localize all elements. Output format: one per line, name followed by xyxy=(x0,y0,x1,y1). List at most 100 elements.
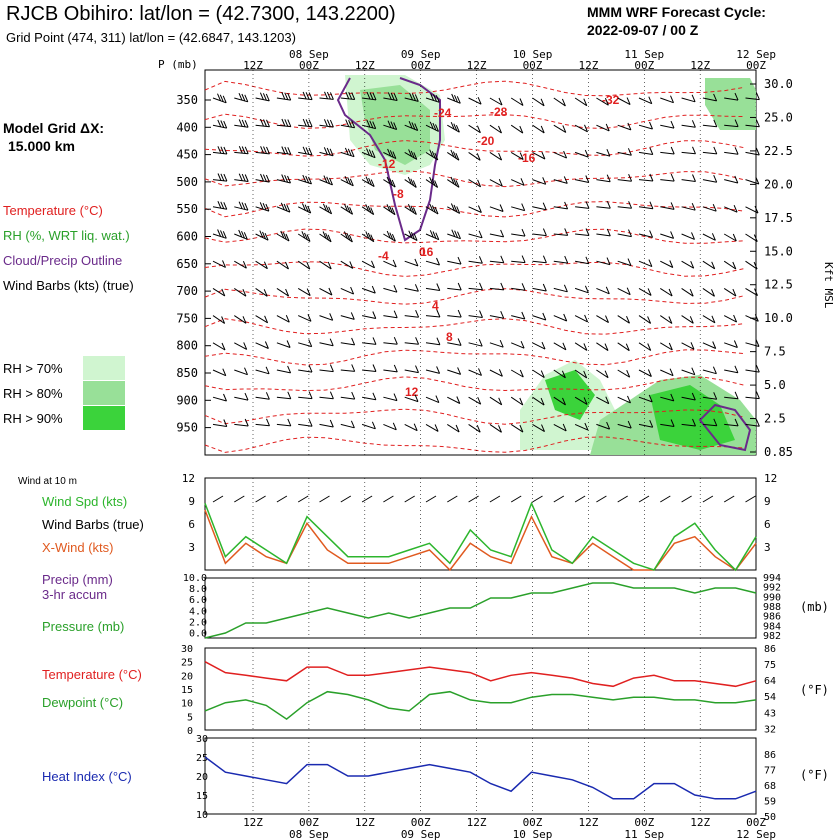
wind-barb xyxy=(447,315,462,318)
wind-barb xyxy=(340,97,355,100)
wind-barb-flag xyxy=(432,231,437,239)
wind-barb xyxy=(489,124,502,134)
wind-barb-flag xyxy=(456,396,461,404)
wind-barb-flag xyxy=(387,92,392,100)
legend-rh70-swatch xyxy=(83,356,125,380)
wind-barb-flag xyxy=(344,147,349,156)
wind-barb xyxy=(276,97,291,101)
wind-barb xyxy=(489,233,504,238)
wind-barb xyxy=(447,233,461,240)
wind-barb-flag xyxy=(431,151,436,159)
wind-barb-flag xyxy=(604,370,609,378)
legend-precip: Precip (mm) xyxy=(42,572,113,587)
wind-barb-flag xyxy=(264,341,269,349)
wind-barb xyxy=(532,396,545,406)
wind-barb xyxy=(660,260,674,268)
wind-barb xyxy=(638,179,653,182)
wind-barb-flag xyxy=(372,92,377,101)
wind-barb-flag xyxy=(221,288,226,297)
wind-barb-flag xyxy=(389,232,394,240)
wind-barb-flag xyxy=(221,316,226,324)
wind-barb xyxy=(234,233,248,240)
wind-barb xyxy=(681,342,695,350)
wind-barb-flag xyxy=(689,316,694,324)
wind-barb-flag xyxy=(713,418,718,426)
wind-barb-flag xyxy=(712,204,717,212)
wind-barb xyxy=(681,396,696,401)
wind-barb-flag xyxy=(628,174,633,182)
temperature-contour-label: -32 xyxy=(602,93,620,107)
wind-barb-flag xyxy=(243,342,248,350)
wind-barb-flag xyxy=(348,234,353,243)
page-title: RJCB Obihiro: lat/lon = (42.7300, 143.22… xyxy=(6,3,396,25)
wind-barb xyxy=(575,206,590,209)
wind-barb-flag xyxy=(283,203,288,212)
wind10m-panel xyxy=(204,477,757,571)
wind-barb xyxy=(297,315,312,322)
wind-barb xyxy=(255,233,269,241)
wind-barb-flag xyxy=(285,261,289,270)
wind-barb-flag xyxy=(287,365,292,374)
wind-barb-flag xyxy=(628,229,632,237)
wind-barb-flag xyxy=(670,231,675,239)
temperature-contour-line xyxy=(204,288,746,305)
wind-barb-flag xyxy=(456,96,461,104)
wind-barb-flag xyxy=(564,201,569,210)
wind-barb xyxy=(532,369,545,379)
wind-barb xyxy=(702,206,717,212)
temperature-contour-label: -28 xyxy=(490,105,508,119)
height-tick-label: 22.5 xyxy=(764,144,793,158)
wind-barb-flag xyxy=(734,365,739,373)
pressure-series xyxy=(204,582,757,639)
wind-barb-flag xyxy=(328,206,333,214)
wind-barb-flag xyxy=(326,147,331,156)
wind-barb-flag xyxy=(371,260,375,268)
wind-barb xyxy=(404,342,419,345)
wind-barb-flag xyxy=(606,257,611,265)
wind-barb xyxy=(447,423,460,433)
wind-barb-flag xyxy=(238,146,243,154)
wind-barb xyxy=(404,423,418,432)
wind-barb xyxy=(553,124,567,133)
wind-barb xyxy=(745,260,758,270)
wind-barb-flag xyxy=(281,118,286,127)
wind-barb-flag xyxy=(500,255,505,263)
wind-barb xyxy=(404,124,418,131)
wind10m-barbs xyxy=(212,495,756,503)
wind-barb-flag xyxy=(220,201,225,209)
wind-barb-flag xyxy=(542,255,547,263)
wind-barb-flag xyxy=(326,91,331,100)
wind-barb-flag xyxy=(365,231,370,239)
wind-barb-flag xyxy=(244,203,249,211)
wind-barb xyxy=(298,342,312,348)
wind-barb xyxy=(425,124,439,132)
wind-barb xyxy=(383,206,396,216)
wind-barb-flag xyxy=(521,228,526,237)
wind-barb xyxy=(383,423,397,431)
wind-barb-flag xyxy=(349,261,354,269)
wind-barb-flag xyxy=(626,97,631,105)
wind10m-barb xyxy=(510,495,522,503)
pressure-tick-right: 990 xyxy=(763,592,781,603)
wind-barb-flag xyxy=(649,121,653,130)
temperature-contour-line xyxy=(204,80,746,97)
wind-barb-flag xyxy=(220,230,224,238)
wind-barb-flag xyxy=(521,283,526,291)
wind-barb xyxy=(553,342,567,351)
wind-barb-flag xyxy=(223,393,227,402)
wind-barb-flag xyxy=(344,176,349,184)
temperature-contour-label: -24 xyxy=(434,106,452,120)
wind-barb-flag xyxy=(564,255,569,264)
wind-barb xyxy=(425,287,440,291)
wind-barb-flag xyxy=(451,93,456,102)
height-tick-label: 17.5 xyxy=(764,211,793,225)
wind-barb-flag xyxy=(350,149,355,157)
wind-barb-flag xyxy=(606,201,611,209)
wind-barb-flag xyxy=(263,261,268,269)
wind-barb xyxy=(298,396,313,400)
wind-barb-flag xyxy=(408,149,413,157)
wind-barb xyxy=(468,206,482,213)
wind-barb-flag xyxy=(287,418,292,427)
wind-barb-flag xyxy=(327,234,332,242)
wind-barb-flag xyxy=(649,147,654,155)
